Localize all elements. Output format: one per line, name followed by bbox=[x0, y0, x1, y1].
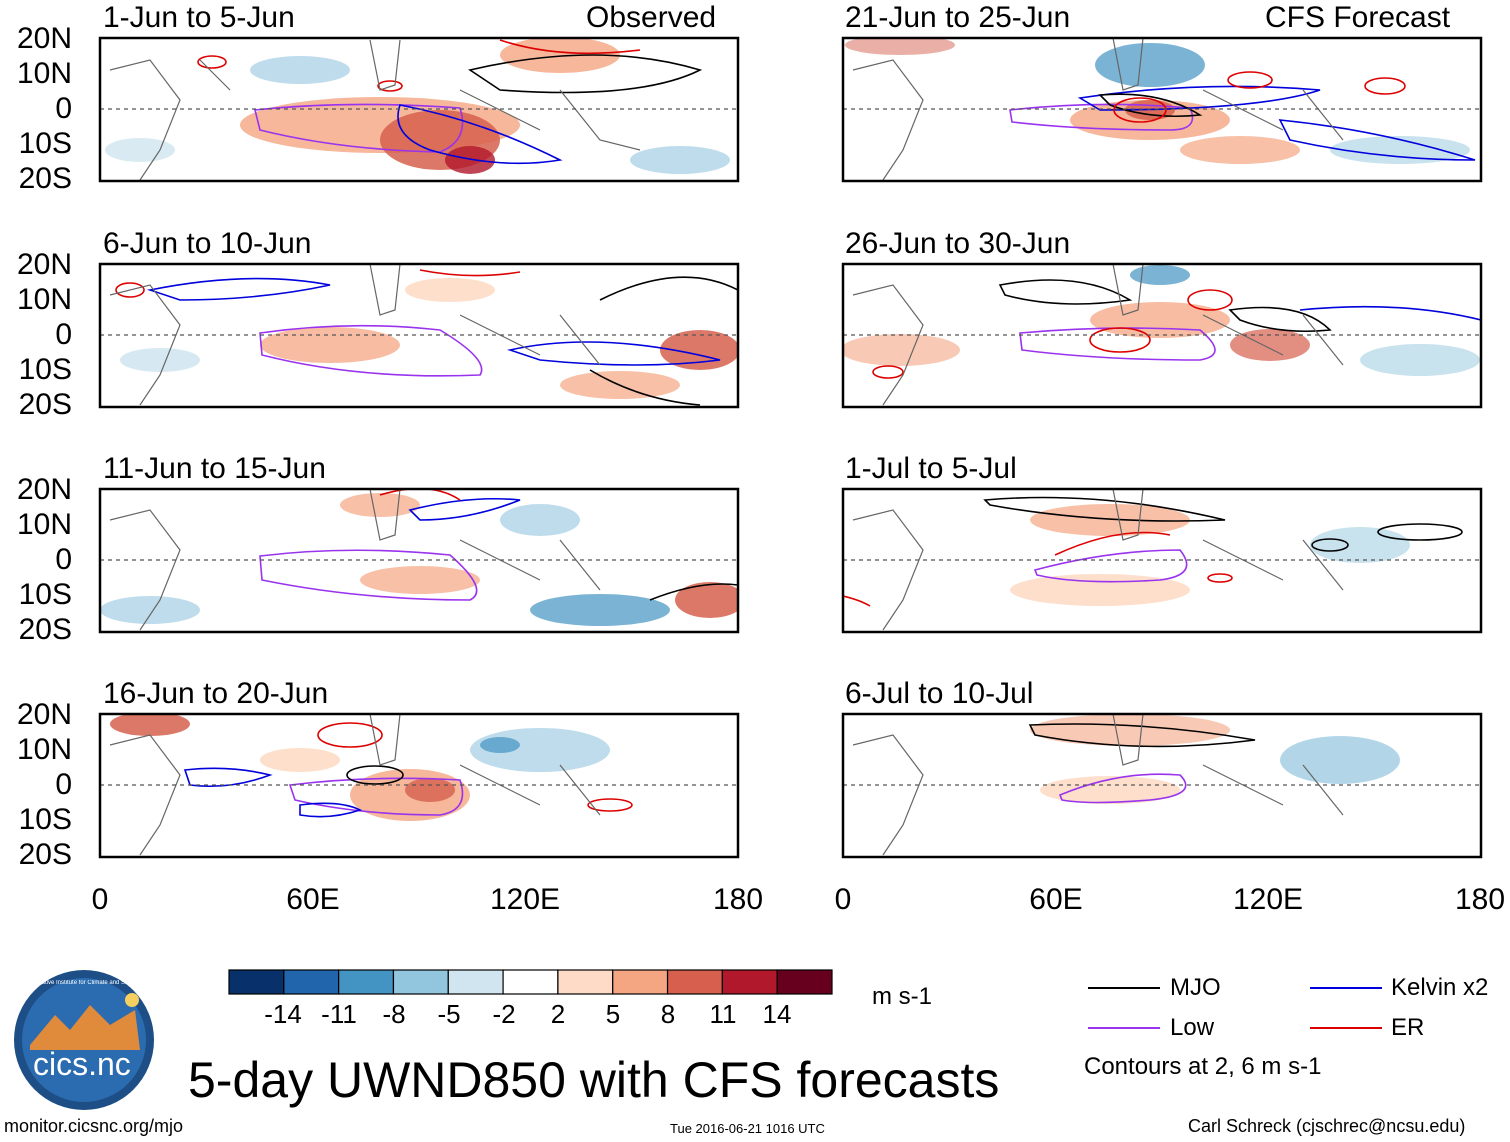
lat-label-20n: 20N bbox=[16, 698, 72, 731]
lat-label-10n: 10N bbox=[16, 57, 72, 90]
colorbar-cell bbox=[338, 969, 395, 995]
colorbar-label: -11 bbox=[321, 999, 357, 1029]
panel-5-tag: CFS Forecast bbox=[1265, 1, 1451, 34]
lat-label-20n: 20N bbox=[16, 473, 72, 506]
colorbar-label: -5 bbox=[437, 999, 461, 1029]
map-panel-8 bbox=[841, 712, 1483, 859]
logo-text: cics.nc bbox=[33, 1046, 131, 1082]
map-panel-3 bbox=[98, 487, 740, 634]
colorbar-cell bbox=[721, 969, 778, 995]
lon-label-120e: 120E bbox=[1232, 883, 1304, 916]
panel-8-title: 6-Jul to 10-Jul bbox=[845, 677, 1034, 710]
colorbar-cell bbox=[776, 969, 833, 995]
map-panel-5 bbox=[841, 36, 1483, 183]
legend-label-er: ER bbox=[1391, 1014, 1425, 1041]
colorbar bbox=[228, 969, 833, 995]
panel-6-title: 26-Jun to 30-Jun bbox=[845, 227, 1071, 260]
panel-3-title: 11-Jun to 15-Jun bbox=[103, 452, 326, 485]
lon-label-180: 180 bbox=[1454, 883, 1506, 916]
colorbar-cell bbox=[502, 969, 559, 995]
panel-5-title: 21-Jun to 25-Jun bbox=[845, 1, 1071, 34]
lat-label-10n: 10N bbox=[16, 508, 72, 541]
panel-1-title: 1-Jun to 5-Jun bbox=[103, 1, 295, 34]
lat-label-10n: 10N bbox=[16, 733, 72, 766]
colorbar-label: 2 bbox=[550, 999, 566, 1029]
colorbar-label: -8 bbox=[382, 999, 406, 1029]
lat-label-20s: 20S bbox=[18, 162, 72, 195]
lat-label-0: 0 bbox=[55, 768, 72, 801]
lon-label-180: 180 bbox=[712, 883, 764, 916]
lat-label-0: 0 bbox=[55, 318, 72, 351]
lat-label-20s: 20S bbox=[18, 838, 72, 871]
panel-7-title: 1-Jul to 5-Jul bbox=[845, 452, 1017, 485]
lat-label-20s: 20S bbox=[18, 388, 72, 421]
panel-4-title: 16-Jun to 20-Jun bbox=[103, 677, 329, 710]
lon-label-0: 0 bbox=[834, 883, 852, 916]
colorbar-cell bbox=[228, 969, 285, 995]
lat-label-10s: 10S bbox=[18, 353, 72, 386]
lon-label-0: 0 bbox=[91, 883, 109, 916]
legend-label-kelvin: Kelvin x2 bbox=[1391, 974, 1489, 1001]
lat-label-0: 0 bbox=[55, 543, 72, 576]
cics-logo bbox=[14, 970, 154, 1110]
lat-label-0: 0 bbox=[55, 92, 72, 125]
logo-ring-text: Cooperative Institute for Climate and Sa… bbox=[22, 980, 146, 986]
lon-label-120e: 120E bbox=[489, 883, 561, 916]
colorbar-label: 8 bbox=[660, 999, 676, 1029]
colorbar-cell bbox=[612, 969, 669, 995]
colorbar-label: 14 bbox=[762, 999, 792, 1029]
map-panel-7 bbox=[841, 487, 1483, 634]
colorbar-label: -14 bbox=[264, 999, 302, 1029]
map-panel-4 bbox=[98, 712, 740, 859]
colorbar-label: -2 bbox=[492, 999, 516, 1029]
colorbar-cell bbox=[392, 969, 449, 995]
legend-label-low: Low bbox=[1170, 1014, 1215, 1041]
lat-label-10s: 10S bbox=[18, 127, 72, 160]
lat-label-10s: 10S bbox=[18, 578, 72, 611]
colorbar-units: m s-1 bbox=[872, 983, 932, 1010]
map-panel-1 bbox=[98, 36, 740, 183]
footer-url: monitor.cicsnc.org/mjo bbox=[4, 1116, 184, 1136]
lat-label-10n: 10N bbox=[16, 283, 72, 316]
lat-label-20n: 20N bbox=[16, 248, 72, 281]
lat-label-20s: 20S bbox=[18, 613, 72, 646]
footer-timestamp: Tue 2016-06-21 1016 UTC bbox=[670, 1121, 825, 1136]
footer-author: Carl Schreck (cjschrec@ncsu.edu) bbox=[1188, 1116, 1466, 1136]
legend-label-mjo: MJO bbox=[1170, 974, 1221, 1001]
main-title: 5-day UWND850 with CFS forecasts bbox=[188, 1052, 1000, 1108]
colorbar-label: 5 bbox=[605, 999, 621, 1029]
lat-label-10s: 10S bbox=[18, 803, 72, 836]
lon-label-60e: 60E bbox=[286, 883, 340, 916]
legend-note: Contours at 2, 6 m s-1 bbox=[1084, 1053, 1322, 1080]
lon-label-60e: 60E bbox=[1029, 883, 1083, 916]
colorbar-label: 11 bbox=[709, 999, 737, 1029]
map-panel-2 bbox=[98, 262, 740, 409]
map-panel-6 bbox=[841, 262, 1483, 409]
lat-label-20n: 20N bbox=[16, 22, 72, 55]
contour-legend-lines bbox=[1088, 987, 1382, 1029]
colorbar-cell bbox=[557, 969, 614, 995]
colorbar-cell bbox=[666, 969, 723, 995]
panel-2-title: 6-Jun to 10-Jun bbox=[103, 227, 312, 260]
colorbar-cell bbox=[283, 969, 340, 995]
panel-1-tag: Observed bbox=[586, 1, 717, 34]
colorbar-cell bbox=[447, 969, 504, 995]
